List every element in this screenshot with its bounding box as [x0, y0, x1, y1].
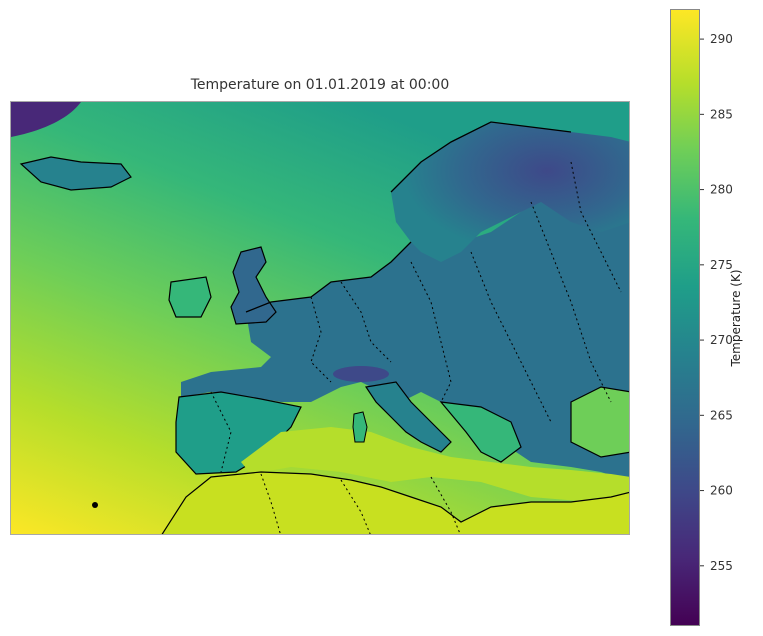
scandinavia	[391, 122, 629, 262]
colorbar	[670, 9, 700, 626]
temperature-map	[11, 102, 629, 534]
balkans	[439, 401, 522, 463]
colorbar-tick-label: 290	[710, 32, 733, 46]
turkey	[570, 386, 629, 458]
north-sea-coast	[245, 241, 412, 313]
colorbar-axis: 255 260 265 270 275 280 285 290	[700, 32, 733, 573]
ireland	[168, 276, 212, 318]
colorbar-tick-label: 270	[710, 333, 733, 347]
map-title: Temperature on 01.01.2019 at 00:00	[190, 77, 450, 93]
colorbar-tick-label: 255	[710, 559, 733, 573]
colorbar-tick-label: 285	[710, 107, 733, 121]
island-marker	[92, 502, 98, 508]
alps	[333, 366, 389, 382]
arctic-cold-area	[11, 102, 81, 137]
colorbar-tick-label: 280	[710, 183, 733, 197]
iceland	[19, 156, 132, 191]
sardinia	[352, 411, 368, 443]
country-borders	[210, 161, 622, 534]
italy	[364, 381, 452, 453]
scandinavia-coast	[390, 121, 572, 193]
colorbar-tick-label: 260	[710, 484, 733, 498]
north-africa	[161, 471, 629, 534]
colorbar-tick-label: 265	[710, 408, 733, 422]
map-panel	[10, 101, 630, 535]
mediterranean	[241, 427, 629, 502]
colorbar-label: Temperature (K)	[729, 269, 743, 367]
continental-europe	[181, 142, 629, 482]
colorbar-tick-label: 275	[710, 258, 733, 272]
